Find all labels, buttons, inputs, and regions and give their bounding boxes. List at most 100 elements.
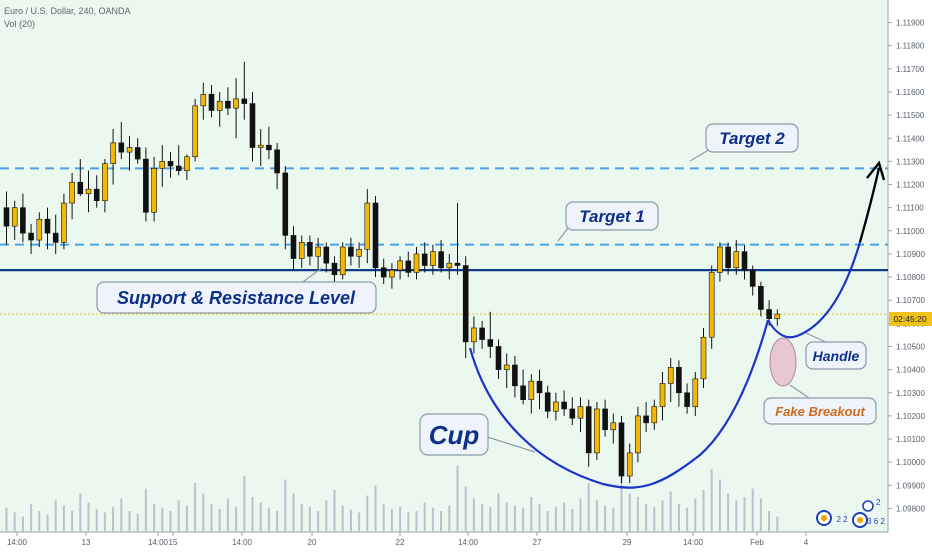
candle-body [118, 142, 125, 153]
volume-bar [768, 511, 771, 532]
candle [741, 244, 748, 280]
target-2-label: Target 2 [719, 129, 785, 148]
volume-bar [333, 490, 336, 532]
candle [454, 203, 461, 275]
volume-bar [751, 488, 754, 532]
event-badge-top[interactable]: 2 [862, 498, 881, 512]
volume-bar [71, 511, 74, 532]
handle-label: Handle [813, 348, 860, 364]
volume-bar [382, 504, 385, 532]
volume-bar [735, 500, 738, 532]
volume-bar [259, 502, 262, 532]
candle-body [331, 262, 338, 276]
volume-bar [325, 500, 328, 532]
candle-body [298, 242, 305, 259]
volume-bar [374, 485, 377, 532]
volume-bar [595, 500, 598, 532]
time-tick-label: 14:00 [232, 538, 253, 547]
volume-bar [661, 500, 664, 532]
candle-body [200, 93, 207, 107]
candle-body [479, 327, 485, 340]
candle-body [643, 415, 649, 424]
event-badge-right[interactable]: 3 6 2 [852, 512, 885, 528]
candle-body [758, 286, 764, 310]
candle-body [143, 158, 149, 213]
candle-body [602, 408, 608, 431]
price-tick-label: 1.11900 [896, 19, 925, 28]
volume-bar [358, 512, 361, 532]
candle-body [216, 100, 223, 111]
candle [758, 281, 764, 317]
candle-body [651, 406, 658, 424]
candle-body [536, 380, 543, 394]
price-axis-panel [888, 0, 932, 550]
candle-body [733, 251, 740, 269]
handle-callout [805, 341, 867, 370]
candle [249, 91, 256, 162]
candle-body [93, 188, 100, 202]
candle-body [577, 406, 584, 419]
time-axis-ticks: 14:00 13 14:00 15 14:00 20 22 14:00 27 29 14:00 Feb… [7, 532, 809, 547]
candle [11, 200, 18, 241]
candle-body [257, 144, 264, 148]
candle-body [741, 251, 748, 271]
volume-bar [161, 507, 164, 532]
candle [471, 316, 477, 354]
candle [257, 128, 264, 167]
volume-bar [235, 506, 238, 532]
volume-bar [620, 472, 623, 532]
candle [298, 235, 305, 268]
candle [626, 443, 633, 483]
candle-body [446, 262, 453, 269]
volume-bar [505, 502, 508, 532]
symbol-title: Euro / U.S. Dollar, 240, OANDA [4, 6, 131, 16]
candle-body [77, 181, 84, 195]
volume-bar [399, 506, 402, 532]
candle [684, 383, 690, 414]
price-tick-label: 1.11100 [896, 204, 924, 213]
candle-body [274, 149, 280, 174]
event-badge-left[interactable]: 2 2 [816, 510, 848, 526]
candle-body [585, 406, 592, 454]
candle [692, 371, 699, 416]
candle [462, 256, 469, 359]
candle-body [708, 272, 715, 338]
volume-bar [5, 507, 8, 532]
volume-bars [5, 465, 779, 532]
volume-bar [431, 507, 434, 532]
candle-body [725, 246, 731, 269]
candle-body [315, 246, 321, 257]
cup-callout [419, 413, 489, 456]
candle [700, 327, 707, 389]
volume-bar [448, 505, 451, 532]
candle-body [380, 267, 387, 278]
fake-breakout-ellipse [769, 337, 797, 387]
candle [643, 402, 649, 433]
candle-body [159, 161, 166, 169]
candle-body [208, 93, 215, 111]
candle [200, 82, 207, 120]
volume-bar [169, 511, 172, 532]
volume-bar [30, 504, 33, 532]
candle [438, 240, 444, 273]
candle-body [717, 246, 723, 273]
price-tick-label: 1.11500 [896, 111, 925, 120]
candle [192, 98, 198, 162]
candle-body [44, 218, 51, 234]
cup-callout-pointer [483, 435, 536, 453]
volume-bar [759, 498, 762, 532]
volume-bar [538, 504, 541, 532]
time-axis-panel [0, 532, 888, 550]
fake-breakout-label: Fake Breakout [775, 404, 865, 419]
fake-breakout-callout [763, 397, 877, 425]
time-tick-label: 29 [623, 538, 632, 547]
volume-bar [628, 493, 631, 532]
target1-callout-pointer [557, 227, 569, 242]
volume-bar [513, 505, 516, 532]
support-resistance-callout [96, 281, 377, 314]
candle [733, 240, 740, 275]
volume-bar [776, 516, 779, 532]
price-tick-label: 1.10500 [896, 342, 925, 351]
candle [585, 399, 592, 467]
volume-bar [472, 498, 475, 532]
